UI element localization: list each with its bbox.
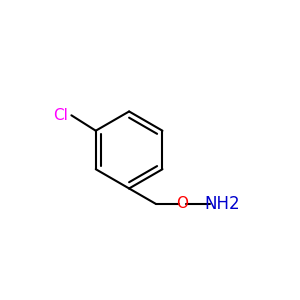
Text: Cl: Cl bbox=[53, 108, 68, 123]
Text: NH2: NH2 bbox=[204, 195, 240, 213]
Text: O: O bbox=[176, 196, 188, 211]
